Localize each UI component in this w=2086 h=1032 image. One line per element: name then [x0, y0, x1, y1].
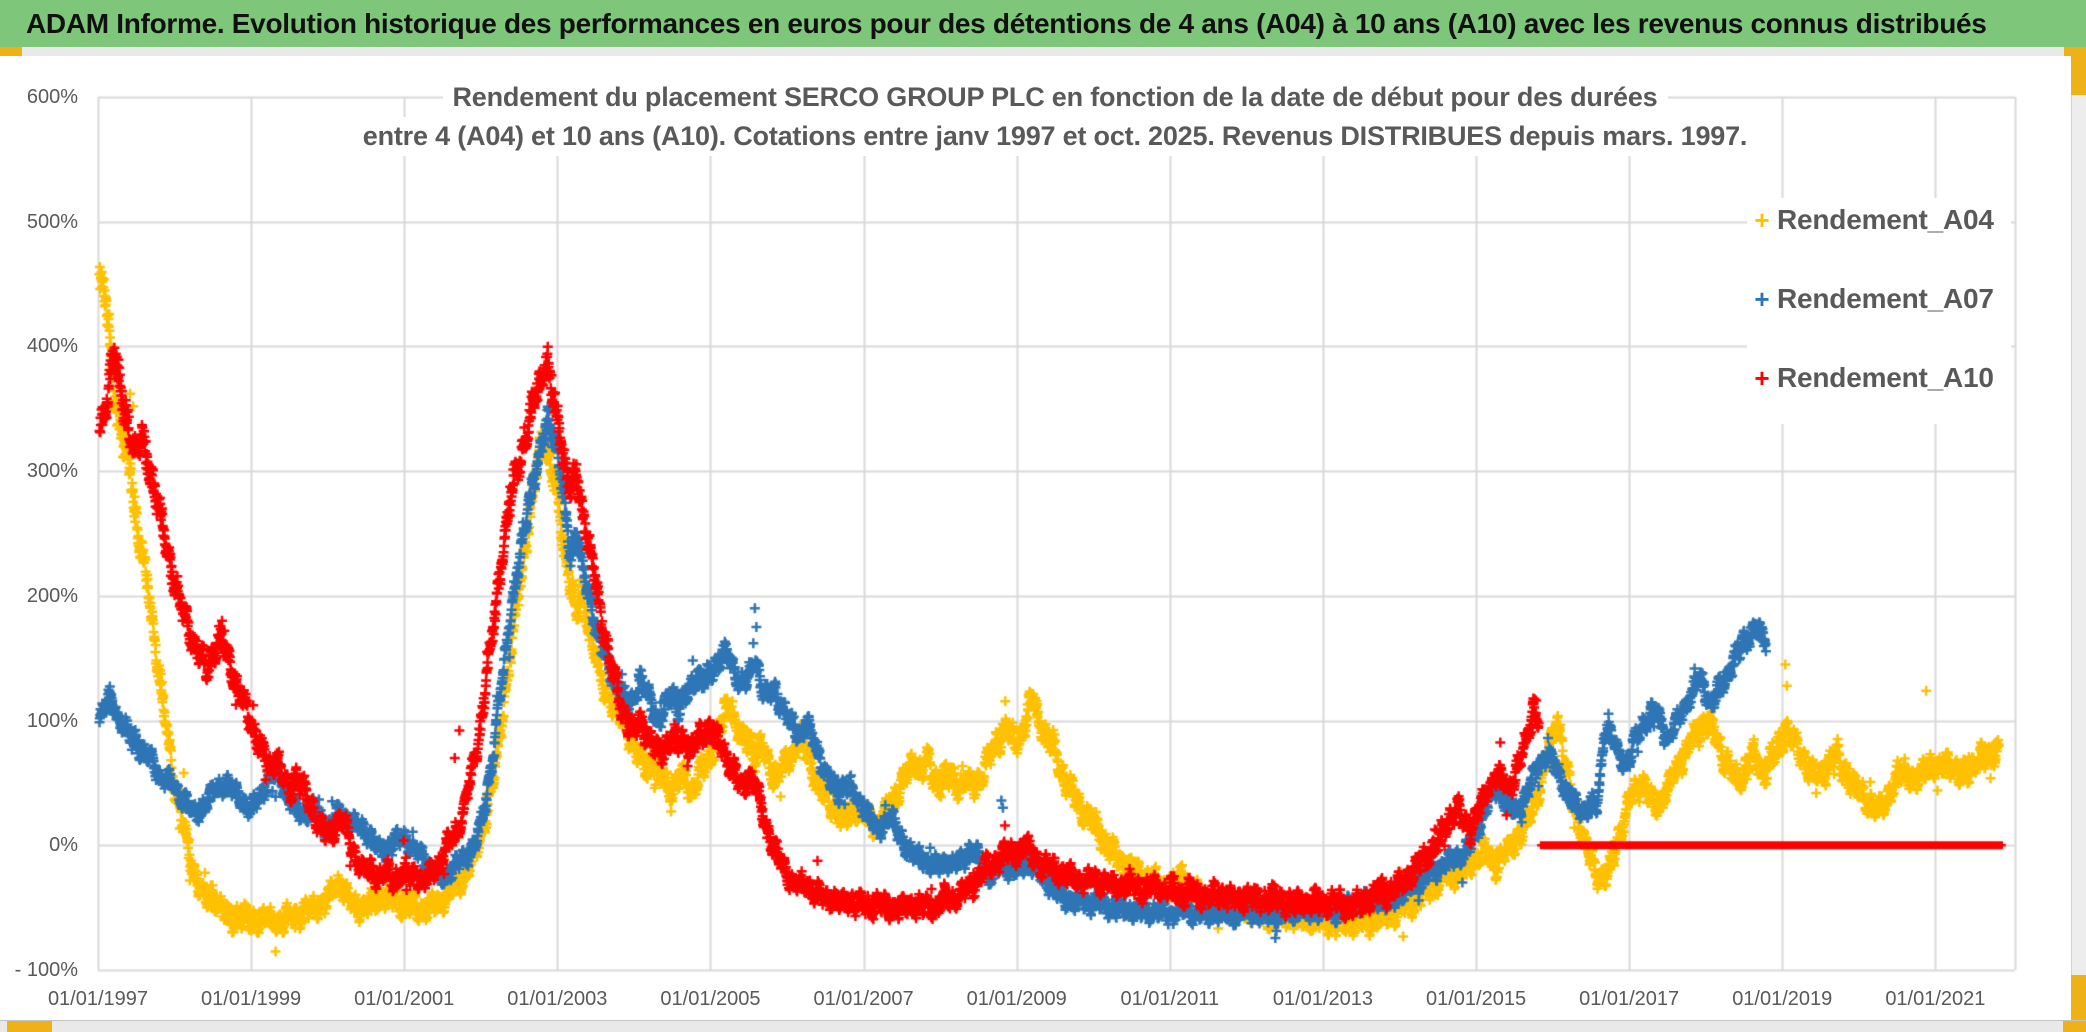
y-tick-label: 100% — [26, 709, 78, 732]
legend-label: Rendement_A07 — [1777, 283, 1994, 314]
right-scrollbar-track[interactable] — [2071, 56, 2086, 1032]
y-tick-label: 0% — [49, 834, 78, 857]
x-tick-label: 01/01/2007 — [813, 988, 914, 1010]
legend-label: Rendement_A04 — [1777, 204, 1994, 235]
x-tick-label: 01/01/2001 — [354, 988, 455, 1010]
x-tick-label: 01/01/2013 — [1272, 988, 1373, 1010]
right-scrollbar-thumb-top[interactable] — [2071, 47, 2086, 95]
y-tick-label: 300% — [26, 460, 78, 483]
y-tick-label: 400% — [26, 335, 78, 358]
x-tick-label: 01/01/2011 — [1120, 988, 1220, 1010]
y-tick-label: 200% — [26, 584, 78, 607]
right-scrollbar-thumb-bottom[interactable] — [2071, 975, 2086, 1032]
x-tick-label: 01/01/2017 — [1579, 988, 1680, 1010]
y-tick-label: - 100% — [14, 959, 78, 981]
plus-marker-icon: + — [1754, 205, 1770, 235]
y-tick-label: 500% — [26, 210, 78, 233]
bottom-scrollbar-thumb-right[interactable] — [2063, 1021, 2086, 1032]
x-tick-label: 01/01/1997 — [47, 988, 149, 1010]
x-tick-label: 01/01/2005 — [660, 988, 761, 1010]
chart-title: Rendement du placement SERCO GROUP PLC e… — [250, 78, 1860, 156]
legend-item-a10: + Rendement_A10 — [1747, 356, 2011, 400]
legend-item-a04: + Rendement_A04 — [1747, 198, 2011, 242]
plus-marker-icon: + — [1754, 363, 1770, 393]
legend-label: Rendement_A10 — [1777, 362, 1994, 393]
x-tick-label: 01/01/2019 — [1732, 988, 1833, 1010]
x-tick-label: 01/01/2021 — [1885, 988, 1986, 1010]
x-tick-label: 01/01/1999 — [201, 988, 302, 1010]
x-tick-label: 01/01/2015 — [1425, 988, 1527, 1010]
y-tick-label: 600% — [26, 86, 78, 108]
chart-title-line1: Rendement du placement SERCO GROUP PLC e… — [442, 78, 1668, 117]
chart-title-line2: entre 4 (A04) et 10 ans (A10). Cotations… — [352, 117, 1758, 156]
x-tick-label: 01/01/2009 — [966, 988, 1067, 1010]
bottom-scrollbar-thumb-left[interactable] — [7, 1021, 52, 1032]
plus-marker-icon: + — [1754, 284, 1770, 314]
legend-item-a07: + Rendement_A07 — [1747, 277, 2011, 321]
bottom-scrollbar-track[interactable] — [0, 1020, 2086, 1032]
x-tick-label: 01/01/2003 — [507, 988, 608, 1010]
chart-legend: + Rendement_A04 + Rendement_A07 + Rendem… — [1747, 198, 2011, 424]
